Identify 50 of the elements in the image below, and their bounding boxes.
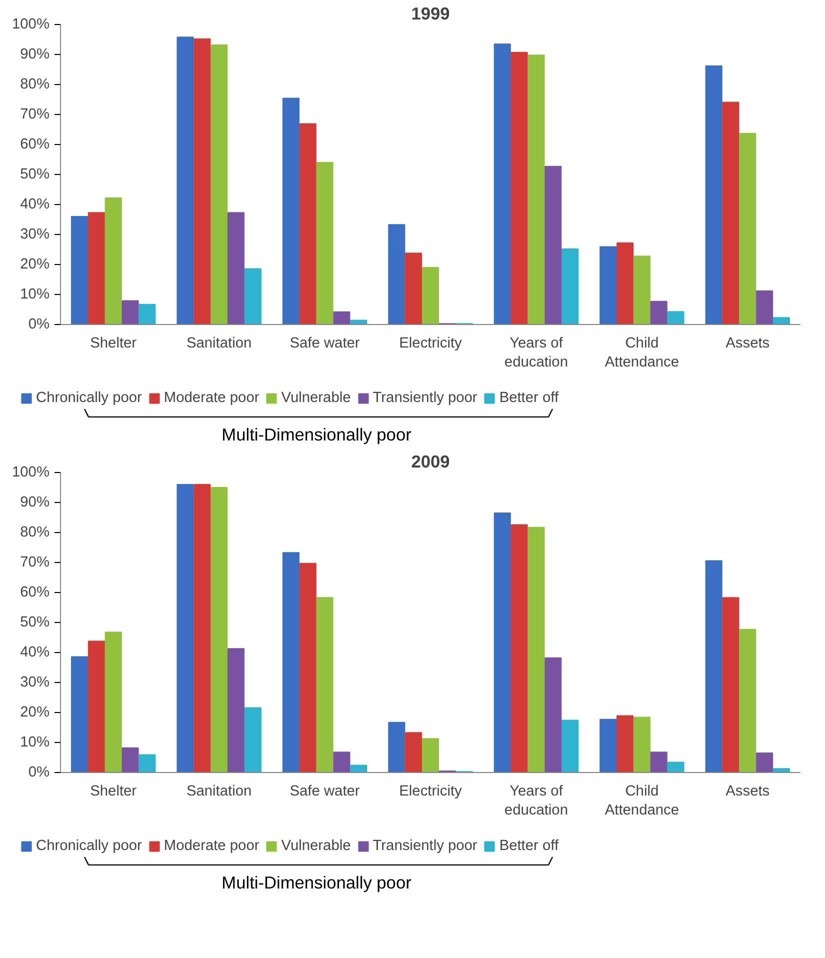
x-tick-label: Assets: [726, 784, 770, 800]
x-tick-label: Safe water: [290, 784, 360, 800]
y-tick-label: 50%: [20, 166, 50, 182]
y-tick-label: 10%: [20, 286, 50, 302]
y-tick-label: 50%: [20, 614, 50, 630]
y-tick-label: 70%: [20, 554, 50, 570]
legend-label: Chronically poor: [36, 838, 142, 854]
x-tick-label: Child Attendance: [604, 336, 680, 371]
y-tick-label: 20%: [20, 704, 50, 720]
x-tick-label: Assets: [726, 336, 770, 352]
y-tick-label: 0%: [28, 316, 50, 332]
y-tick-label: 0%: [28, 764, 50, 780]
legend-label: Moderate poor: [164, 838, 260, 854]
y-tick-label: 80%: [20, 76, 50, 92]
legend-label: Chronically poor: [36, 390, 142, 406]
legend-label: Vulnerable: [281, 838, 351, 854]
y-tick-label: 90%: [20, 494, 50, 510]
y-tick-label: 70%: [20, 106, 50, 122]
y-tick-label: 40%: [20, 196, 50, 212]
legend-label: Transiently poor: [372, 838, 478, 854]
x-tick-label: Electricity: [399, 336, 463, 352]
y-tick-label: 40%: [20, 644, 50, 660]
x-tick-label: Years of education: [504, 336, 568, 371]
legend-label: Vulnerable: [281, 390, 351, 406]
x-tick-label: Sanitation: [186, 784, 252, 800]
x-tick-label: Child Attendance: [604, 784, 680, 819]
x-tick-label: Safe water: [290, 336, 360, 352]
text: Multi-Dimensionally poor: [222, 424, 412, 445]
chart-title: 1999: [411, 4, 450, 24]
y-tick-label: 10%: [20, 734, 50, 750]
x-tick-label: Years of education: [504, 784, 568, 819]
x-tick-label: Shelter: [90, 336, 137, 352]
y-tick-label: 60%: [20, 136, 50, 152]
y-tick-label: 30%: [20, 674, 50, 690]
y-tick-label: 100%: [12, 16, 50, 32]
x-tick-label: Sanitation: [186, 336, 252, 352]
text: Multi-Dimensionally poor: [222, 872, 412, 893]
y-tick-label: 20%: [20, 256, 50, 272]
y-tick-label: 30%: [20, 226, 50, 242]
y-tick-label: 80%: [20, 524, 50, 540]
legend-label: Transiently poor: [372, 390, 478, 406]
y-tick-label: 90%: [20, 46, 50, 62]
chart-title: 2009: [411, 452, 450, 472]
legend-label: Better off: [499, 390, 559, 406]
legend-label: Moderate poor: [164, 390, 260, 406]
y-tick-label: 100%: [12, 464, 50, 480]
legend-label: Better off: [499, 838, 559, 854]
x-tick-label: Electricity: [399, 784, 463, 800]
y-tick-label: 60%: [20, 584, 50, 600]
x-tick-label: Shelter: [90, 784, 137, 800]
